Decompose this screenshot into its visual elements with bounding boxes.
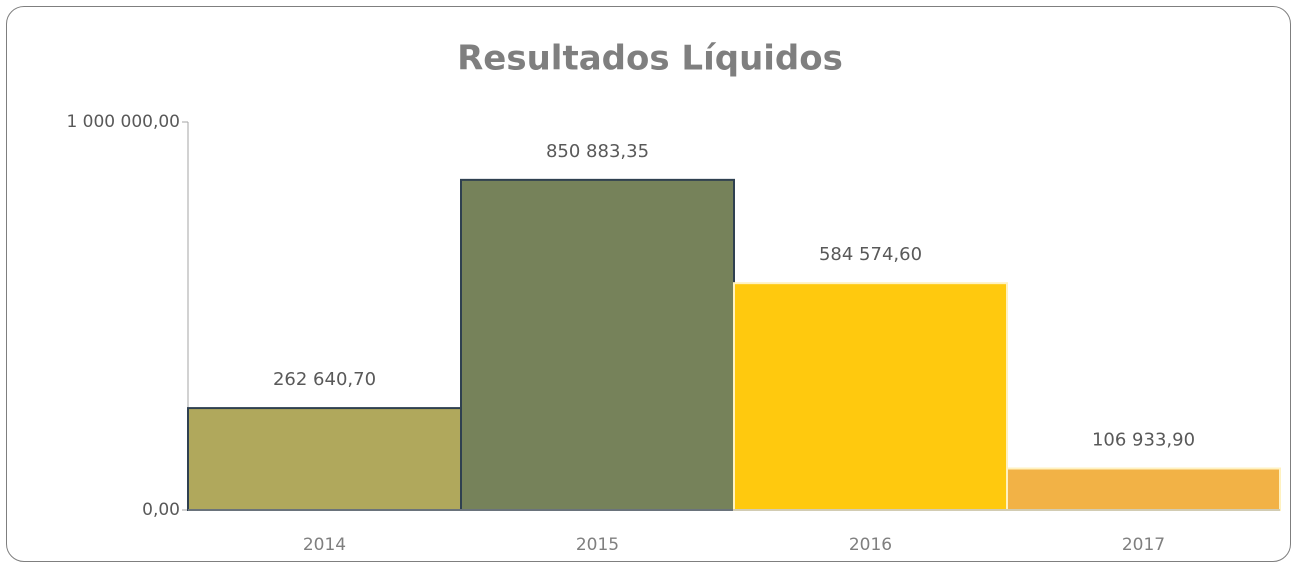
bar [460, 178, 735, 511]
bar [1006, 467, 1281, 511]
data-label: 106 933,90 [1092, 430, 1195, 451]
x-tick-label: 2017 [1122, 535, 1165, 555]
bar [187, 407, 462, 511]
data-label: 850 883,35 [546, 141, 649, 162]
x-tick-label: 2015 [576, 535, 619, 555]
data-label: 584 574,60 [819, 244, 922, 265]
data-label: 262 640,70 [273, 369, 376, 390]
x-tick-label: 2016 [849, 535, 892, 555]
x-tick-label: 2014 [303, 535, 346, 555]
bar [733, 282, 1008, 511]
y-tick-label: 1 000 000,00 [66, 112, 180, 132]
y-tick-label: 0,00 [142, 500, 180, 520]
chart-title: Resultados Líquidos [457, 39, 843, 79]
chart-frame [6, 6, 1291, 562]
